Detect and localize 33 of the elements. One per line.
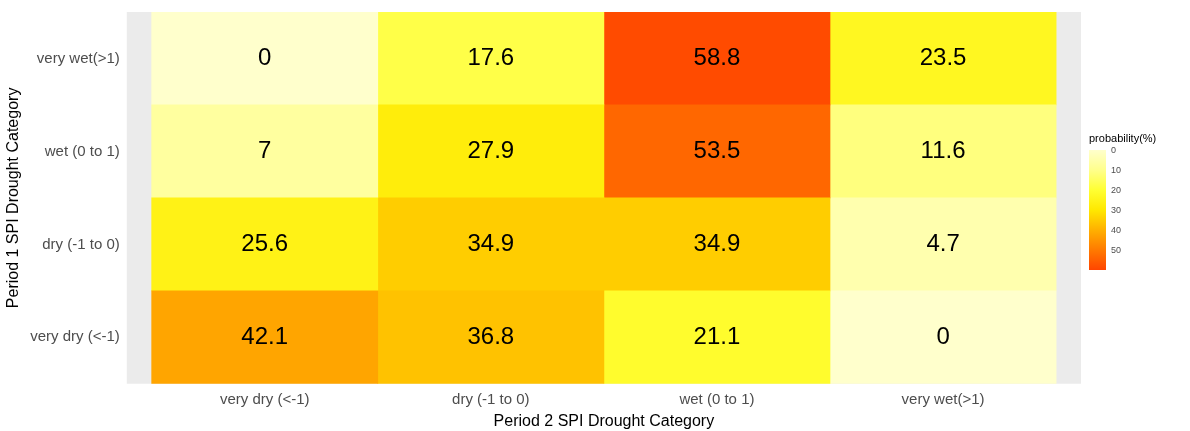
y-tick-label: very dry (<-1) [30, 327, 120, 345]
color-bar-label: 10 [1111, 164, 1122, 176]
data-label: 0 [936, 321, 950, 349]
color-bar-label: 50 [1111, 244, 1122, 256]
color-bar-label: 30 [1111, 204, 1122, 216]
data-label: 34.9 [693, 229, 741, 256]
color-bar-label: 0 [1111, 144, 1117, 156]
data-label: 34.9 [467, 229, 515, 256]
data-label: 4.7 [926, 229, 960, 256]
data-label: 25.6 [241, 229, 289, 256]
y-tick-label: very wet(>1) [36, 48, 120, 66]
data-label: 23.5 [919, 43, 967, 71]
x-tick-label: dry (-1 to 0) [452, 389, 530, 407]
y-axis-title: Period 1 SPI Drought Category [4, 87, 22, 309]
data-label: 27.9 [467, 136, 515, 164]
x-tick-label: very dry (<-1) [219, 389, 310, 407]
data-label: 36.8 [467, 321, 515, 349]
x-tick-label: wet (0 to 1) [678, 389, 755, 407]
y-tick-label: wet (0 to 1) [43, 141, 120, 159]
color-bar-label: 40 [1111, 224, 1122, 236]
data-label: 58.8 [693, 43, 741, 71]
data-label: 53.5 [693, 136, 741, 164]
x-tick-label: very wet(>1) [901, 389, 985, 407]
data-label: 7 [258, 136, 272, 164]
data-label: 17.6 [467, 43, 515, 71]
data-label: 42.1 [241, 321, 289, 349]
color-bar-label: 20 [1111, 184, 1122, 196]
x-axis-title: Period 2 SPI Drought Category [493, 411, 715, 429]
data-label: 21.1 [693, 321, 741, 349]
y-tick-label: dry (-1 to 0) [42, 234, 120, 252]
legend-title: probability(%) [1089, 132, 1157, 144]
data-label: 11.6 [920, 136, 966, 164]
data-label: 0 [258, 43, 272, 71]
